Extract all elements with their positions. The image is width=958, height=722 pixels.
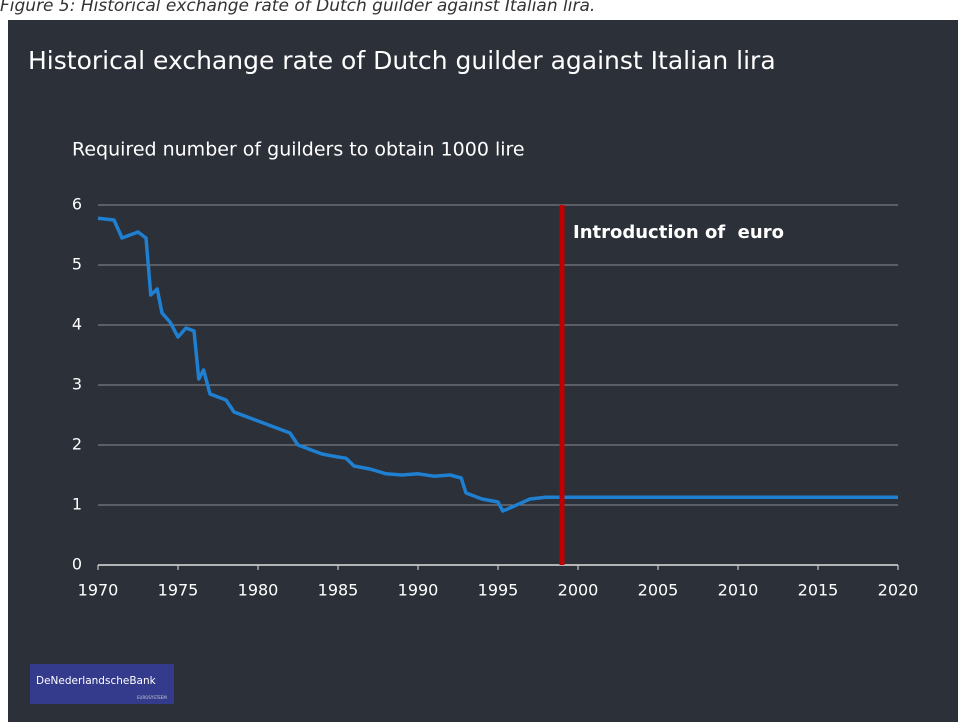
chart-panel (8, 20, 958, 722)
y-tick-label: 6 (72, 195, 82, 214)
x-tick-label: 1980 (238, 581, 279, 600)
y-tick-label: 3 (72, 375, 82, 394)
x-tick-label: 1995 (478, 581, 519, 600)
caption: Figure 5: Historical exchange rate of Du… (0, 0, 595, 16)
x-tick-label: 2010 (718, 581, 759, 600)
y-tick-label: 4 (72, 315, 82, 334)
logo-sub: EUROSYSTEEM (137, 695, 167, 700)
x-tick-label: 1985 (318, 581, 359, 600)
y-tick-label: 5 (72, 255, 82, 274)
x-tick-label: 2015 (798, 581, 839, 600)
y-tick-label: 0 (72, 555, 82, 574)
x-tick-label: 1975 (158, 581, 199, 600)
chart-subtitle: Required number of guilders to obtain 10… (72, 139, 525, 161)
x-tick-label: 2005 (638, 581, 679, 600)
logo-name: DeNederlandscheBank (36, 675, 157, 687)
x-tick-label: 1990 (398, 581, 439, 600)
x-tick-label: 2000 (558, 581, 599, 600)
series-line (97, 216, 898, 513)
y-tick-label: 1 (72, 495, 82, 514)
y-tick-label: 2 (72, 435, 82, 454)
logo-box (30, 664, 174, 704)
event-label: Introduction of euro (573, 222, 784, 243)
x-tick-label: 1970 (78, 581, 119, 600)
x-tick-label: 2020 (878, 581, 919, 600)
chart-title: Historical exchange rate of Dutch guilde… (28, 46, 776, 75)
